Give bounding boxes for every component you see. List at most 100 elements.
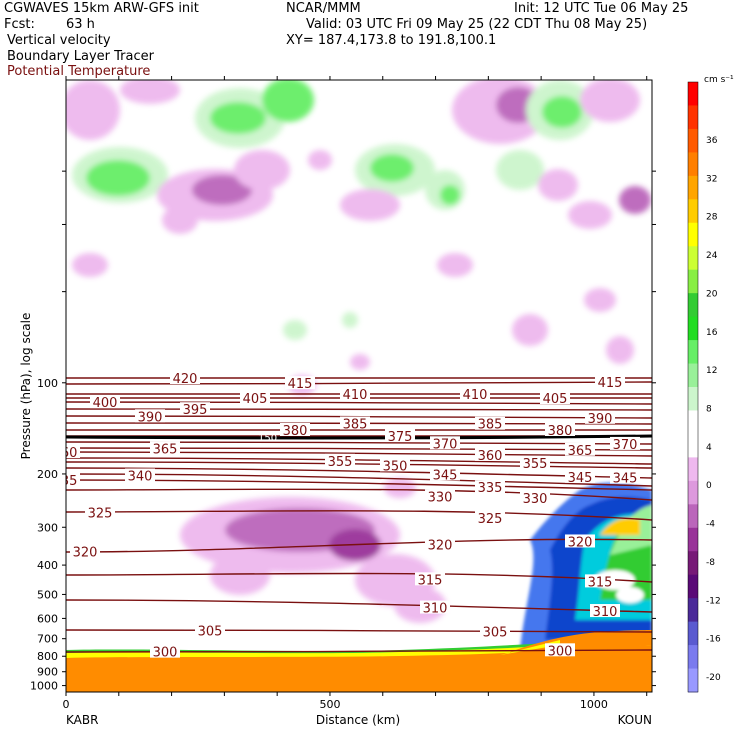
colorbar-label: -16 [706, 635, 721, 645]
theta-label: 345 [568, 471, 593, 486]
theta-label-bg [180, 402, 210, 416]
colorbar-label: 32 [706, 174, 717, 184]
theta-label-bg [280, 423, 310, 436]
y-tick-label: 300 [37, 521, 58, 534]
theta-label: 325 [478, 512, 503, 527]
theta-label-bg [540, 391, 570, 404]
theta-label: 300 [548, 644, 573, 659]
colorbar-swatch [688, 645, 698, 670]
theta-label-bg [565, 469, 595, 483]
theta-label: 385 [343, 417, 368, 432]
colorbar-swatch [688, 105, 698, 130]
colorbar-label: 12 [706, 366, 717, 376]
theta-label-bg [195, 623, 225, 637]
colorbar-swatch [688, 199, 698, 224]
colorbar-label: -20 [706, 673, 721, 683]
theta-label-bg [325, 453, 355, 467]
theta-label-bg [610, 436, 640, 450]
forecast-hours: 63 h [66, 17, 95, 32]
colorbar-label: 4 [706, 443, 712, 453]
theta-label-bg [520, 455, 550, 469]
theta-label-bg [545, 423, 575, 436]
theta-label-bg [425, 537, 455, 551]
field-vertical-velocity: Vertical velocity [7, 33, 111, 48]
theta-label-bg [425, 489, 455, 503]
theta-label-bg [170, 371, 200, 384]
theta-label: 335 [53, 474, 78, 489]
theta-label: 410 [343, 388, 368, 403]
colorbar-swatch [688, 293, 698, 318]
colorbar-swatch [688, 574, 698, 599]
theta-label-bg [545, 643, 575, 657]
colorbar-label: 36 [706, 136, 718, 146]
theta-label: 305 [483, 625, 508, 640]
theta-label: 320 [428, 538, 453, 553]
boundary-layer-tracer [66, 630, 652, 692]
theta-label: 405 [243, 392, 268, 407]
x-tick-label: 500 [319, 698, 340, 711]
tropopause-label: 150 [258, 433, 277, 444]
theta-label: 390 [138, 410, 163, 425]
theta-label: 395 [183, 403, 208, 418]
theta-contour [66, 457, 652, 465]
theta-label-bg [66, 444, 80, 458]
colorbar-swatch [688, 316, 698, 341]
theta-label-bg [135, 409, 165, 423]
left-station-label: KABR [66, 713, 98, 727]
plot-frame [65, 79, 653, 693]
theta-label: 315 [588, 575, 613, 590]
colorbar-swatch [688, 410, 698, 435]
y-axis-label: Pressure (hPa), log scale [19, 313, 33, 460]
theta-label-bg [520, 491, 550, 505]
theta-label: 380 [283, 424, 308, 439]
y-tick-label: 400 [37, 559, 58, 572]
colorbar-swatch [688, 480, 698, 505]
colorbar-swatch [688, 269, 698, 294]
theta-label: 350 [383, 459, 408, 474]
theta-label: 415 [288, 377, 313, 392]
colorbar-swatch [688, 504, 698, 529]
theta-label: 370 [433, 437, 458, 452]
colorbar-label: 16 [706, 328, 718, 338]
theta-label: 370 [613, 438, 638, 453]
theta-label: 360 [53, 446, 78, 461]
theta-label-bg [430, 467, 460, 481]
shaded-field: 420 415 415 410 410 405 405 400 395 390 390 385 385 3… [53, 80, 652, 692]
theta-label-bg [70, 544, 100, 558]
x-tick-label: 1000 [580, 698, 608, 711]
colorbar-label: -12 [706, 596, 721, 606]
theta-label: 320 [568, 535, 593, 550]
theta-contour [66, 510, 652, 521]
theta-label-bg [150, 644, 180, 658]
theta-label-bg [565, 442, 595, 456]
colorbar-swatch [688, 152, 698, 177]
theta-label-bg [85, 505, 115, 519]
colorbar-swatch [688, 128, 698, 153]
colorbar-swatch [688, 175, 698, 200]
y-tick-label: 1000 [30, 680, 58, 693]
theta-contour [66, 381, 652, 385]
theta-label-bg [385, 429, 415, 442]
theta-label: 320 [73, 546, 98, 561]
theta-label: 390 [588, 412, 613, 427]
theta-label: 305 [198, 624, 223, 639]
theta-label-bg [150, 441, 180, 455]
theta-label: 340 [128, 470, 153, 485]
theta-label: 310 [423, 602, 448, 617]
theta-label: 410 [463, 388, 488, 403]
theta-label-bg [66, 472, 80, 486]
theta-label-bg [285, 376, 315, 390]
cross-section-xy: XY= 187.4,173.8 to 191.8,100.1 [286, 33, 497, 48]
theta-label-bg [420, 600, 450, 614]
colorbar-swatch [688, 433, 698, 458]
colorbar-swatch [688, 387, 698, 411]
colorbar-swatch [688, 222, 698, 247]
y-tick-label: 500 [37, 588, 58, 601]
x-axis: 0 500 1000 [63, 76, 648, 711]
theta-label-bg [585, 410, 615, 424]
colorbar-label: -8 [706, 558, 715, 568]
valid-time: Valid: 03 UTC Fri 09 May 25 (22 CDT Thu … [306, 17, 648, 32]
theta-label: 375 [388, 430, 413, 445]
theta-label-bg [610, 470, 640, 484]
